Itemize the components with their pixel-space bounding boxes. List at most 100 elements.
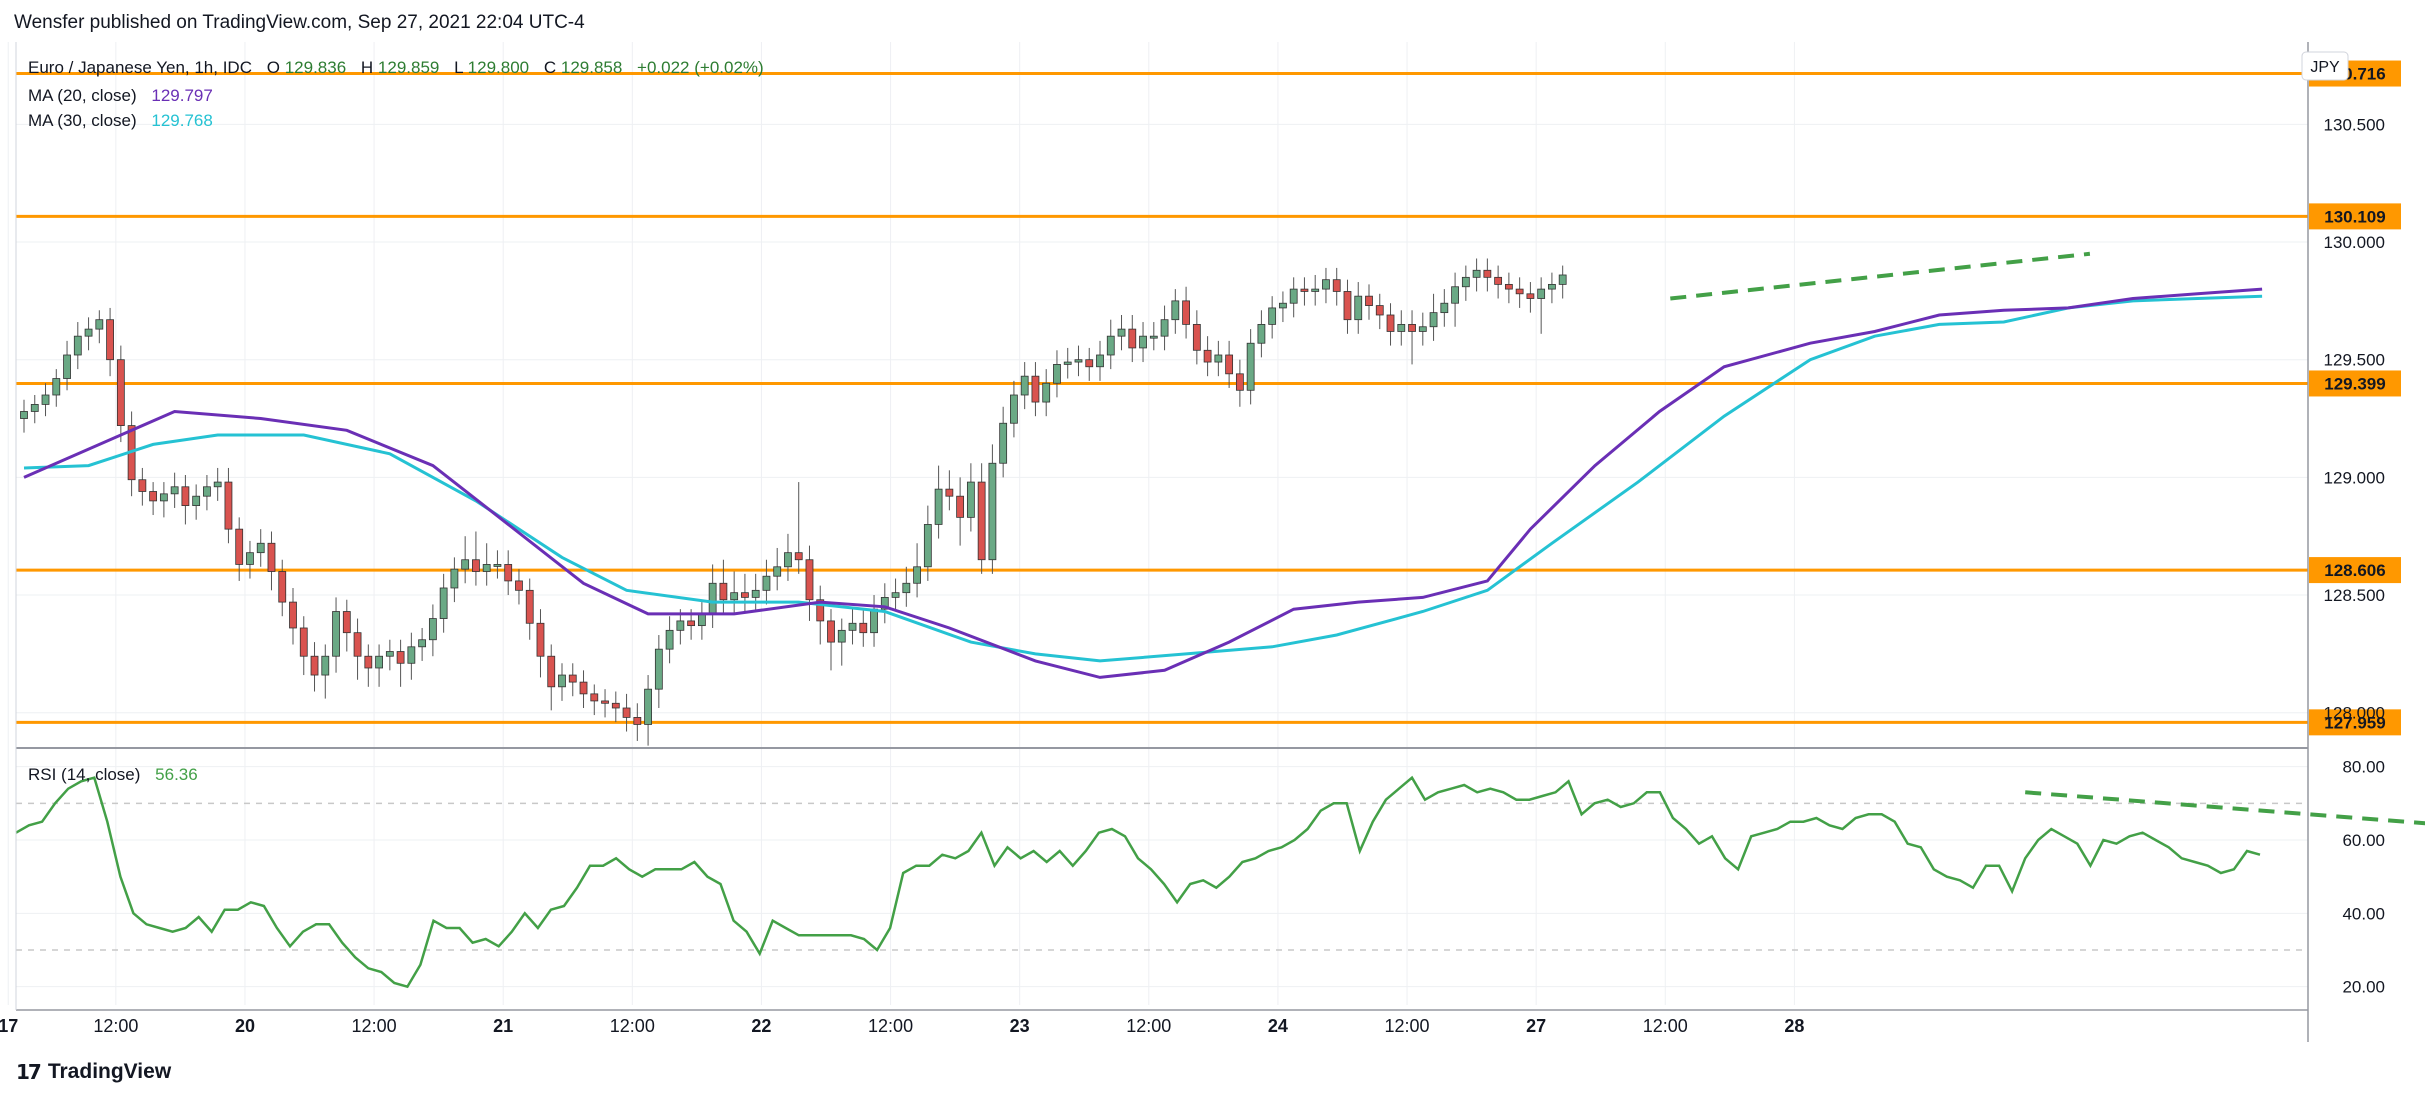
price-tick-label: 129.500: [2324, 351, 2385, 370]
time-tick-label: 12:00: [1126, 1016, 1171, 1036]
candle-body: [805, 559, 814, 601]
candle-body: [1171, 300, 1180, 321]
candle-body: [1160, 319, 1169, 337]
candle-body: [708, 582, 717, 615]
candle-body: [837, 629, 846, 643]
symbol-title: Euro / Japanese Yen, 1h, IDC: [28, 58, 252, 77]
open-label: O: [267, 58, 280, 77]
candle-body: [1472, 269, 1481, 278]
candle-body: [289, 601, 297, 629]
candle-body: [396, 651, 405, 664]
candle-body: [773, 566, 782, 577]
candle-body: [235, 528, 244, 565]
candle-body: [827, 620, 835, 643]
candle-body: [665, 629, 674, 650]
grid: [7, 42, 2308, 1005]
candle-body: [1289, 288, 1298, 304]
change-value: +0.022 (+0.02%): [637, 58, 764, 77]
candle-body: [1311, 288, 1320, 292]
svg-text:MA (20, close) 129.797: MA (20, close) 129.797: [28, 86, 213, 105]
candle-body: [558, 674, 566, 688]
candle-body: [816, 599, 825, 622]
close-label: C: [544, 58, 556, 77]
candle-body: [1042, 382, 1051, 403]
candle-body: [472, 559, 480, 572]
ma20-label: MA (20, close): [28, 86, 137, 105]
price-tick-label: 128.000: [2324, 704, 2385, 723]
candle-body: [95, 319, 104, 330]
candle-body: [1365, 295, 1373, 306]
candle-body: [267, 542, 276, 572]
candle-body: [622, 707, 631, 718]
currency-badge[interactable]: JPY: [2301, 51, 2349, 81]
ma20-value: 129.797: [151, 86, 212, 105]
svg-text:RSI (14, close) 56.36: RSI (14, close) 56.36: [28, 765, 198, 784]
candle-body: [1053, 364, 1061, 384]
candle-body: [364, 655, 373, 669]
price-tick-label: 129.000: [2324, 468, 2385, 487]
candle-body: [1085, 359, 1094, 368]
candle-body: [536, 622, 545, 657]
candle-body: [794, 552, 803, 561]
time-tick-label: 12:00: [610, 1016, 655, 1036]
candle-body: [1332, 279, 1341, 292]
candle-body: [859, 622, 868, 634]
candle-body: [1440, 302, 1449, 314]
candle-body: [1020, 375, 1029, 396]
candle-body: [1300, 288, 1309, 292]
rsi-trendline: [2025, 790, 2425, 826]
level-price-label: 127.959: [2324, 713, 2385, 732]
candle-body: [601, 700, 609, 704]
candle-body: [181, 486, 190, 507]
currency-label: JPY: [2310, 59, 2340, 76]
candle-body: [213, 481, 222, 488]
candle-body: [106, 319, 114, 361]
candle-body: [762, 575, 771, 591]
time-tick-label: 12:00: [1643, 1016, 1688, 1036]
tradingview-logo-icon: 17: [16, 1060, 42, 1084]
candle-body: [1515, 288, 1524, 295]
candle-body: [1343, 291, 1352, 321]
candle-body: [644, 688, 652, 725]
ma30-label: MA (30, close): [28, 111, 137, 130]
price-tick-label: 130.500: [2324, 115, 2385, 134]
time-tick-label: 23: [1010, 1016, 1030, 1036]
candle-body: [966, 481, 975, 518]
candle-body: [579, 681, 588, 695]
candle-body: [1128, 328, 1137, 349]
level-price-tag: [2309, 557, 2401, 584]
candle-body: [1074, 359, 1083, 363]
candle-body: [321, 655, 330, 676]
candle-body: [1354, 295, 1363, 321]
candle-body: [934, 488, 943, 525]
candle-body: [418, 639, 427, 648]
candle-body: [1031, 375, 1040, 403]
candle-body: [611, 702, 620, 709]
candle-body: [1494, 276, 1503, 285]
candle-body: [515, 580, 523, 591]
candle-body: [246, 552, 254, 565]
candle-body: [697, 613, 706, 627]
moving-averages: [23, 251, 2263, 679]
candle-body: [493, 564, 502, 567]
candle-body: [256, 542, 265, 554]
candle-body: [1504, 283, 1513, 290]
ma20-line: [23, 287, 2263, 679]
time-tick-label: 12:00: [1385, 1016, 1430, 1036]
ma30-line: [23, 294, 2263, 663]
time-tick-label: 12:00: [352, 1016, 397, 1036]
candle-body: [332, 611, 340, 657]
candle-body: [1461, 276, 1470, 288]
open-value: 129.836: [285, 58, 346, 77]
candle-body: [1451, 286, 1459, 304]
candle-body: [751, 589, 760, 598]
candle-body: [73, 335, 82, 356]
candle-body: [1214, 354, 1223, 363]
candle-body: [784, 552, 792, 568]
candle-body: [923, 524, 932, 568]
candle-body: [1397, 323, 1406, 332]
candle-body: [1408, 323, 1416, 332]
candle-body: [353, 632, 362, 657]
rsi-tick-label: 80.00: [2342, 758, 2385, 777]
candle-body: [719, 582, 728, 601]
